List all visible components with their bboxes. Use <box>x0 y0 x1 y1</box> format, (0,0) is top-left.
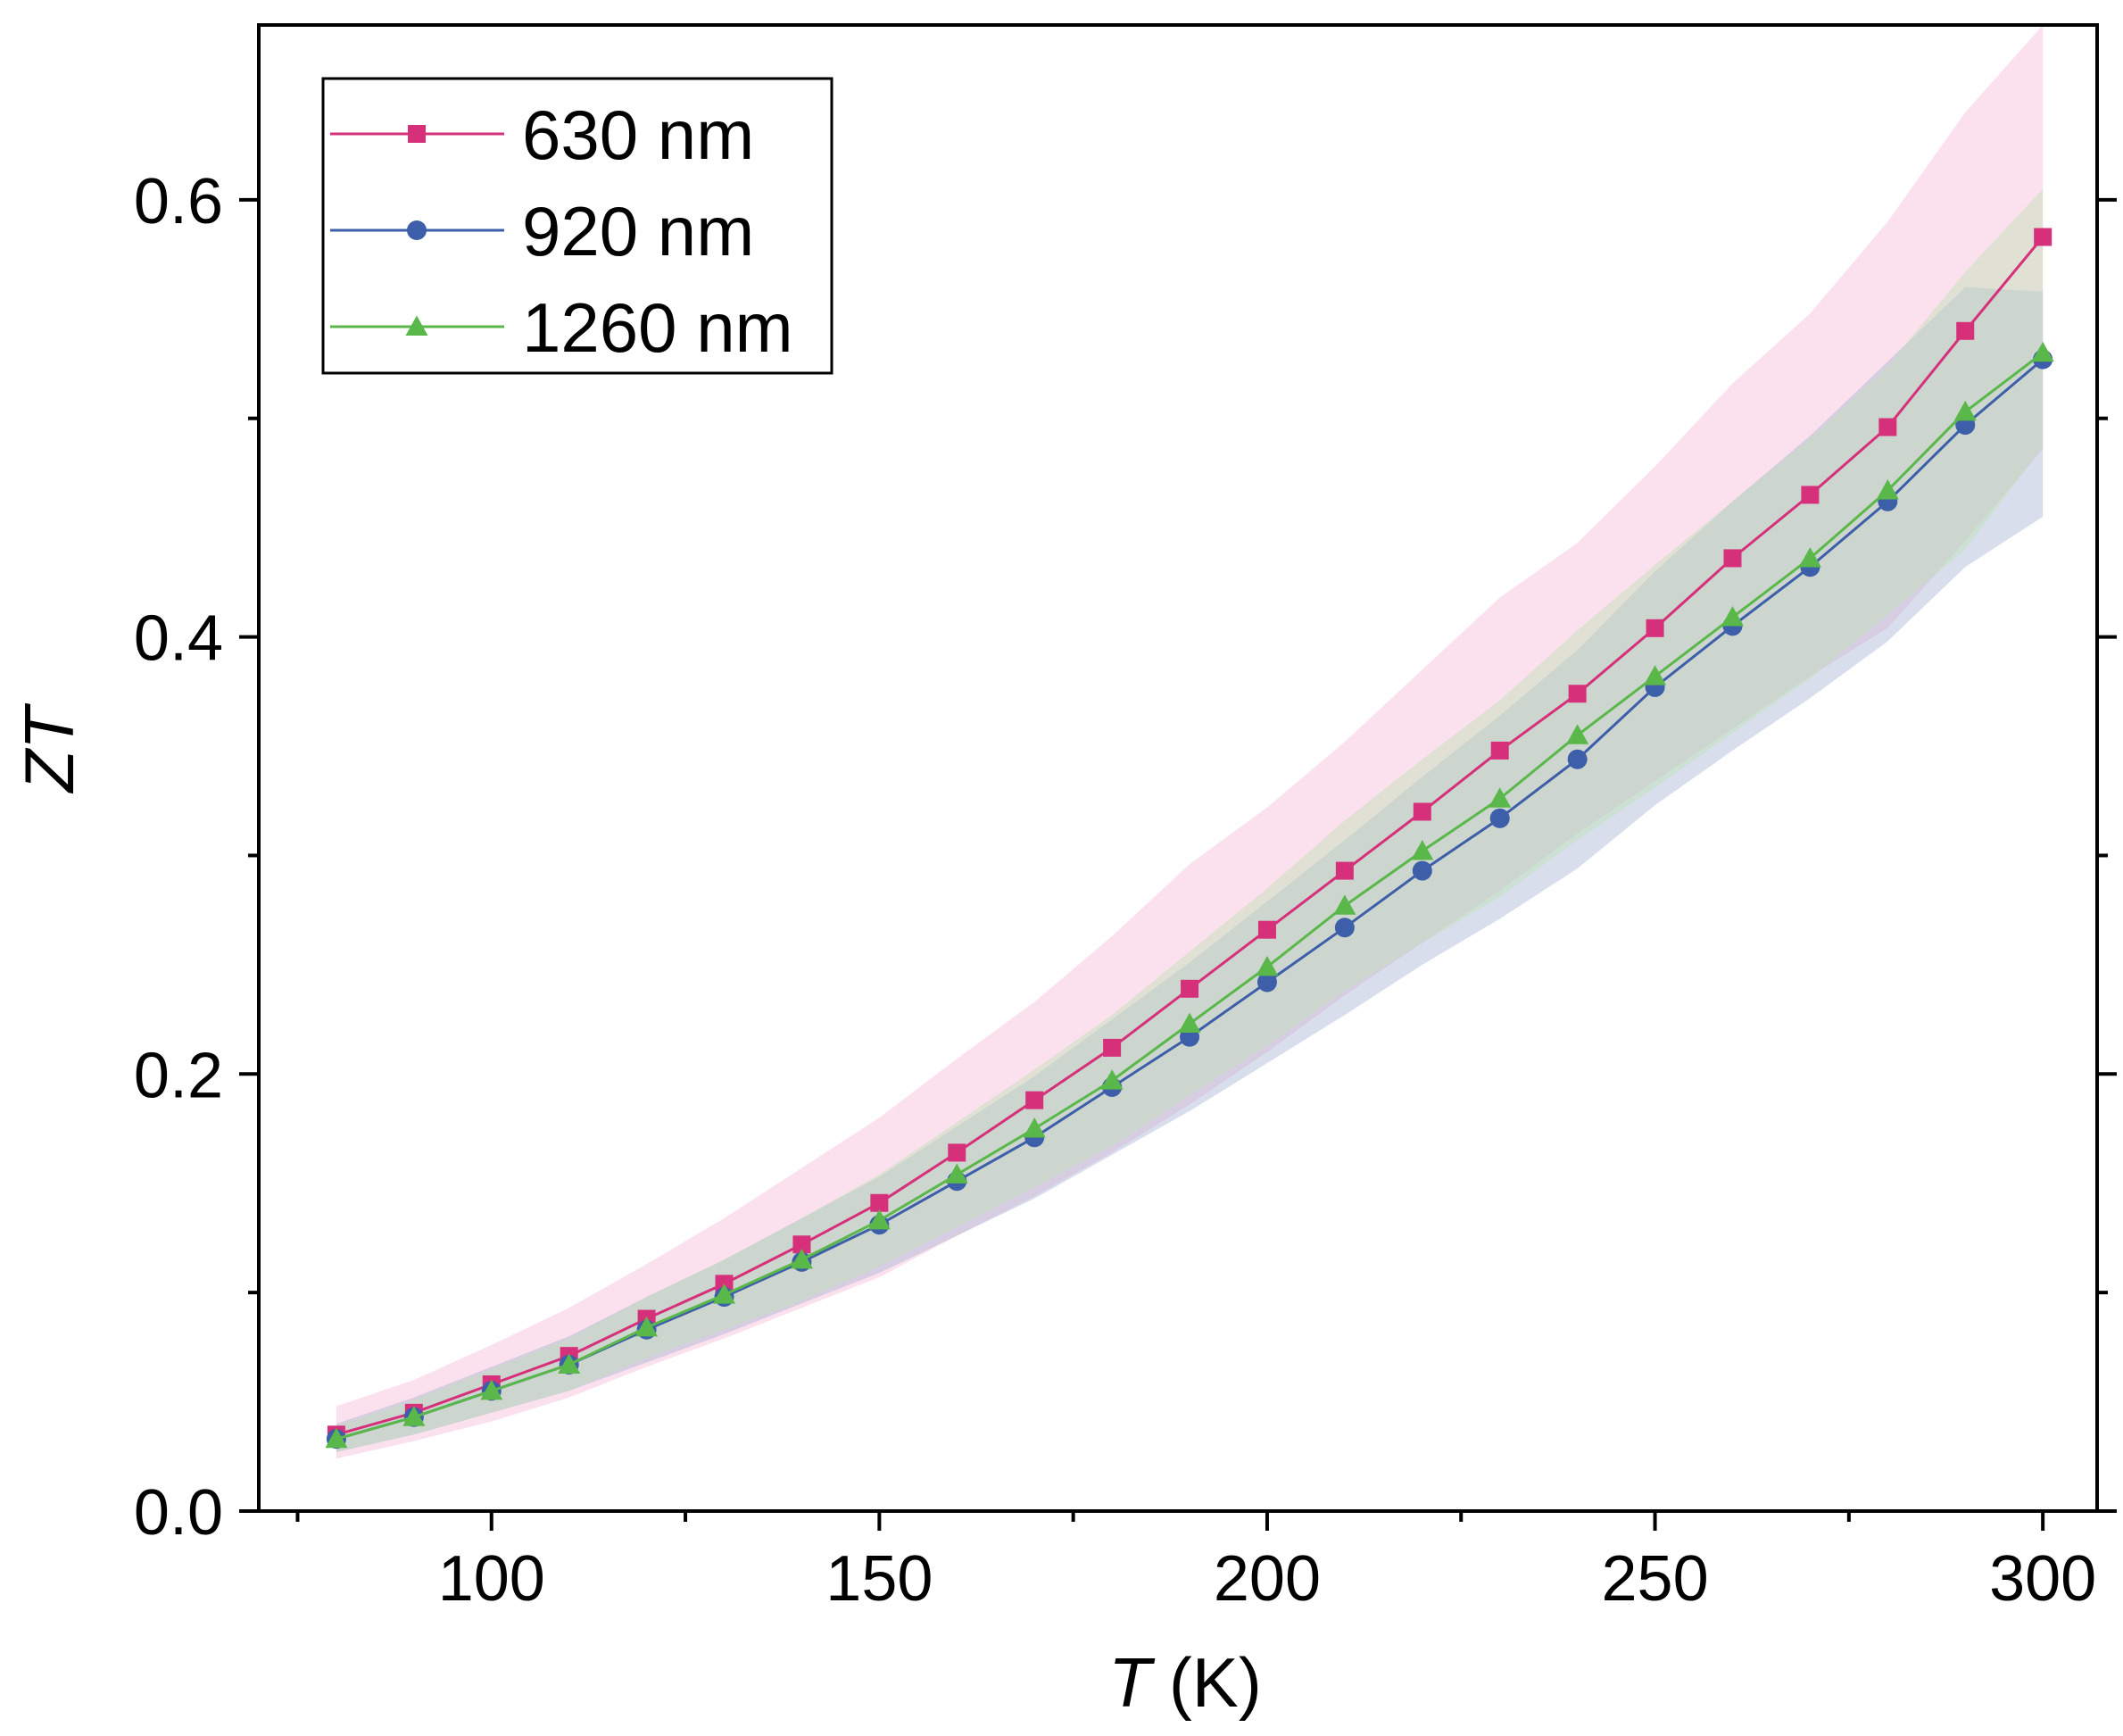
data-point-630-nm <box>1103 1038 1122 1057</box>
data-point-1260-nm <box>1566 724 1589 744</box>
data-point-1260-nm <box>1876 479 1899 500</box>
y-tick-label: 0.2 <box>134 1040 223 1111</box>
data-point-630-nm <box>1956 321 1975 340</box>
data-point-1260-nm <box>480 1379 503 1400</box>
data-point-630-nm <box>1181 979 1199 998</box>
data-point-630-nm <box>2034 228 2053 246</box>
legend-marker-630-nm <box>408 125 426 143</box>
data-point-1260-nm <box>713 1283 736 1304</box>
legend-label-630-nm: 630 nm <box>522 96 754 174</box>
data-point-1260-nm <box>402 1406 426 1426</box>
y-tick-label: 0.0 <box>134 1477 223 1549</box>
data-point-1260-nm <box>790 1248 813 1269</box>
y-axis-title: ZT <box>10 702 88 794</box>
y-tick-label: 0.4 <box>134 603 223 675</box>
legend-marker-920-nm <box>407 220 427 240</box>
data-point-630-nm <box>1646 619 1664 637</box>
data-point-920-nm <box>1567 749 1588 769</box>
data-point-1260-nm <box>558 1353 581 1374</box>
data-point-630-nm <box>1568 685 1587 703</box>
data-point-630-nm <box>1025 1091 1044 1109</box>
axes <box>257 23 2099 1513</box>
data-point-1260-nm <box>1333 894 1356 915</box>
legend-marker-1260-nm <box>405 315 428 336</box>
data-point-630-nm <box>1801 486 1820 504</box>
plot-frame <box>257 23 2099 1513</box>
data-point-1260-nm <box>1411 840 1434 860</box>
error-band-630-nm <box>336 25 2044 1459</box>
data-point-1260-nm <box>2031 341 2054 362</box>
legend: 630 nm 920 nm 1260 nm <box>321 77 833 375</box>
data-point-1260-nm <box>1798 546 1821 568</box>
data-point-1260-nm <box>945 1163 968 1184</box>
x-axis-title-variable: T <box>1108 1643 1156 1722</box>
data-point-630-nm <box>1257 920 1276 939</box>
error-band-920-nm <box>336 287 2044 1452</box>
data-point-630-nm <box>792 1235 811 1254</box>
x-tick-label: 200 <box>1214 1543 1321 1615</box>
legend-entry-1260-nm: 1260 nm <box>330 288 793 367</box>
data-point-1260-nm <box>1100 1069 1124 1090</box>
data-point-630-nm <box>948 1143 966 1162</box>
data-point-630-nm <box>1878 418 1897 436</box>
legend-entry-630-nm: 630 nm <box>330 96 754 174</box>
x-tick-label: 150 <box>825 1543 933 1615</box>
x-axis-title-unit: (K) <box>1169 1643 1262 1722</box>
x-tick-label: 300 <box>1989 1543 2096 1615</box>
data-point-630-nm <box>1413 802 1431 821</box>
data-point-1260-nm <box>1023 1117 1046 1138</box>
data-point-920-nm <box>1256 972 1277 993</box>
data-point-1260-nm <box>1644 665 1667 685</box>
x-tick-label: 250 <box>1601 1543 1708 1615</box>
legend-label-920-nm: 920 nm <box>522 192 754 270</box>
series-1260-nm <box>325 341 2054 1449</box>
data-point-1260-nm <box>325 1427 348 1449</box>
data-point-920-nm <box>1334 918 1355 938</box>
data-point-1260-nm <box>1721 606 1744 627</box>
data-point-630-nm <box>1335 861 1354 880</box>
tick-labels: 100 150 200 250 300 0.0 0.2 0.4 0.6 <box>134 166 2096 1615</box>
data-point-1260-nm <box>1178 1012 1201 1033</box>
error-bands <box>336 25 2044 1459</box>
legend-entry-920-nm: 920 nm <box>330 192 754 270</box>
data-point-1260-nm <box>867 1209 891 1230</box>
legend-label-1260-nm: 1260 nm <box>522 288 793 367</box>
data-point-1260-nm <box>1953 400 1977 421</box>
data-point-630-nm <box>870 1193 889 1212</box>
y-tick-label: 0.6 <box>134 166 223 237</box>
data-point-630-nm <box>1490 741 1509 760</box>
data-point-1260-nm <box>1256 955 1279 976</box>
data-point-920-nm <box>1489 808 1510 828</box>
x-tick-label: 100 <box>438 1543 545 1615</box>
data-point-630-nm <box>1723 549 1742 568</box>
data-point-1260-nm <box>635 1316 659 1337</box>
series-lines <box>325 228 2054 1449</box>
tick-marks <box>239 197 2117 1531</box>
data-point-920-nm <box>1412 860 1432 881</box>
data-point-1260-nm <box>1489 787 1512 808</box>
x-axis-title: T (K) <box>1108 1643 1262 1722</box>
